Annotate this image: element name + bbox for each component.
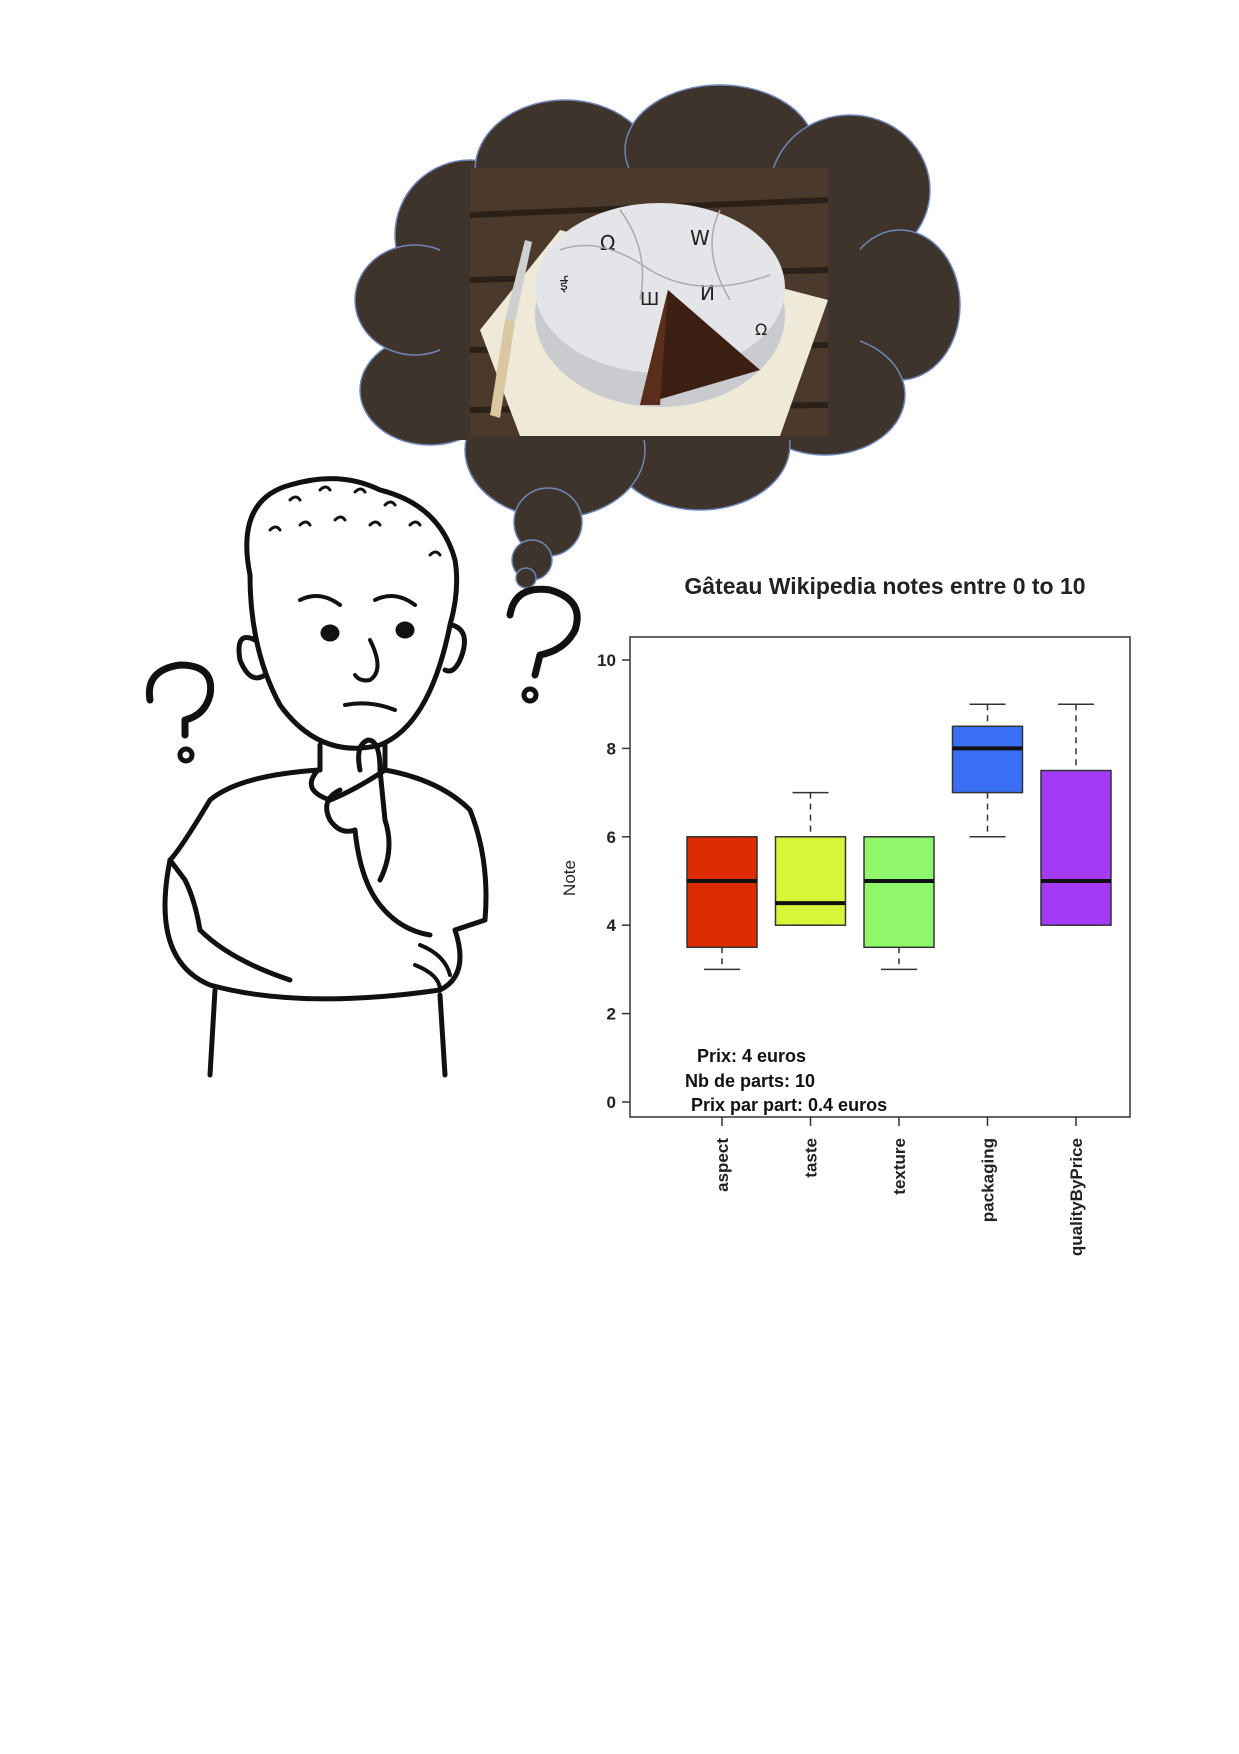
x-tick-label: texture — [890, 1138, 909, 1195]
y-tick-label: 2 — [607, 1005, 616, 1024]
svg-text:Ш: Ш — [640, 289, 659, 310]
annotations: Prix: 4 euros Nb de parts: 10 Prix par par… — [685, 1046, 887, 1115]
box-packaging — [951, 703, 1024, 838]
y-axis: 0 2 4 6 8 10 — [597, 651, 630, 1112]
box-iqr — [774, 836, 847, 926]
plot-frame — [629, 636, 1131, 1118]
chart-title: Gâteau Wikipedia notes entre 0 to 10 — [684, 573, 1085, 599]
x-tick-label: taste — [802, 1138, 821, 1178]
boxes — [686, 703, 1112, 971]
annotation-text: Prix par part: 0.4 euros — [691, 1095, 887, 1115]
y-tick-label: 0 — [607, 1093, 616, 1112]
box-iqr — [1040, 769, 1112, 926]
box-texture — [863, 836, 935, 971]
annotation-text: Nb de parts: 10 — [685, 1071, 815, 1091]
x-tick-label: qualityByPrice — [1067, 1138, 1086, 1256]
knife-handle — [490, 320, 515, 418]
box-iqr — [686, 836, 758, 949]
box-qualityByPrice — [1040, 703, 1112, 926]
x-axis: aspect taste texture packaging qualityByPric… — [713, 1117, 1086, 1256]
svg-text:ई: ई — [560, 275, 569, 294]
x-tick-label: packaging — [979, 1138, 998, 1222]
y-tick-label: 10 — [597, 651, 616, 670]
box-iqr — [951, 725, 1024, 794]
box-aspect — [686, 836, 758, 971]
box-iqr — [863, 836, 935, 949]
x-tick-label: aspect — [713, 1138, 732, 1192]
y-tick-label: 4 — [607, 916, 617, 935]
y-axis-label: Note — [560, 860, 579, 896]
svg-text:Ω: Ω — [600, 231, 615, 255]
knife-blade — [505, 240, 532, 322]
y-tick-label: 8 — [607, 739, 616, 758]
thinking-person — [145, 476, 581, 1078]
y-tick-label: 6 — [607, 828, 616, 847]
annotation-text: Prix: 4 euros — [697, 1046, 806, 1066]
cake-photo: Ω W Ш И ई Ω — [469, 168, 829, 436]
svg-text:W: W — [690, 226, 710, 250]
box-taste — [774, 791, 847, 926]
svg-text:Ω: Ω — [755, 320, 767, 339]
